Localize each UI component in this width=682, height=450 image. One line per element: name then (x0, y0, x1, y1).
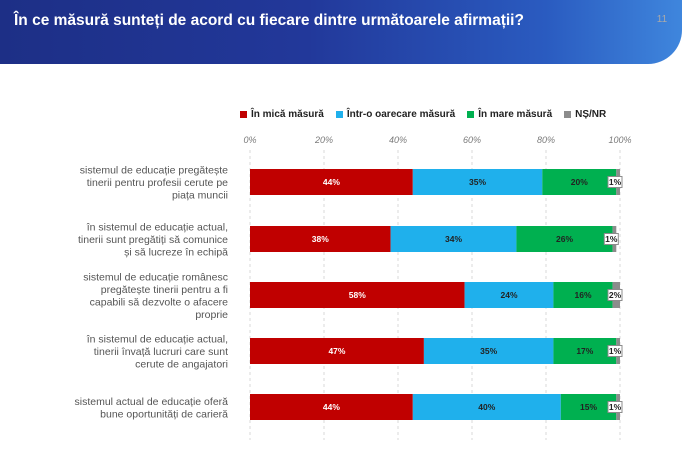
data-label: 1% (605, 234, 618, 244)
x-tick-label: 40% (389, 135, 407, 145)
data-label: 1% (609, 346, 622, 356)
legend-item: NȘ/NR (564, 109, 606, 120)
bar-segment (516, 226, 613, 252)
data-label: 17% (576, 346, 593, 356)
category-label: tinerii pentru profesii cerute pe (87, 177, 228, 189)
data-label-box (607, 289, 623, 301)
bar-segment (250, 282, 465, 308)
category-label: în sistemul de educație actual, (86, 334, 228, 346)
bar-segment (542, 169, 617, 195)
bar-segment (560, 394, 617, 420)
chart-legend: În mică măsură Într-o oarecare măsură În… (240, 107, 606, 121)
category-label: pregătește tinerii pentru a fi (101, 284, 228, 296)
legend-label: Într-o oarecare măsură (346, 108, 456, 120)
legend-swatch (467, 110, 475, 118)
legend-item: Într-o oarecare măsură (335, 108, 456, 120)
legend-label: NȘ/NR (575, 108, 607, 120)
bar-segment (412, 169, 543, 195)
category-label: proprie (195, 309, 228, 321)
category-label: sistemul de educație românesc (83, 271, 228, 283)
category-label: tinerii învață lucruri care sunt (94, 346, 228, 358)
bar-segment (423, 338, 554, 364)
data-label-box (607, 345, 623, 357)
data-label: 15% (580, 402, 597, 412)
data-label: 47% (328, 346, 345, 356)
bar-segment (250, 169, 413, 195)
bar-segment (464, 282, 554, 308)
legend-swatch (240, 110, 247, 118)
category-label: capabili să dezvolte o afacere (90, 296, 228, 308)
bar-segment (250, 338, 424, 364)
legend-swatch (564, 110, 572, 118)
data-label: 1% (609, 177, 622, 187)
category-label: sistemul actual de educație oferă (74, 396, 228, 408)
data-label-box (607, 176, 623, 188)
category-label: și să lucreze în echipă (124, 247, 228, 259)
legend-label: În mică măsură (251, 108, 324, 120)
data-label: 34% (445, 234, 462, 244)
data-label: 35% (480, 346, 497, 356)
legend-swatch (335, 110, 343, 118)
legend-item: În mică măsură (240, 109, 324, 120)
category-label: tinerii sunt pregătiți să comunice (78, 234, 228, 246)
bar-segment (250, 226, 391, 252)
data-label-box (603, 233, 619, 245)
legend-label: În mare măsură (478, 108, 553, 120)
bar-segment (553, 282, 613, 308)
data-label: 38% (312, 234, 329, 244)
header-banner: În ce măsură sunteți de acord cu fiecare… (0, 0, 682, 64)
category-label: piața muncii (172, 190, 228, 202)
category-label: sistemul de educație pregătește (80, 165, 228, 177)
x-tick-label: 0% (243, 135, 256, 145)
data-label: 16% (574, 290, 591, 300)
bar-segment (412, 394, 561, 420)
data-label: 26% (556, 234, 573, 244)
data-label: 44% (323, 177, 340, 187)
data-label: 20% (571, 177, 588, 187)
x-tick-label: 60% (463, 135, 481, 145)
data-label: 40% (478, 402, 495, 412)
data-label: 1% (609, 402, 622, 412)
page-number: 11 (656, 14, 668, 25)
data-label: 24% (500, 290, 517, 300)
bar-segment (553, 338, 617, 364)
data-label-box (607, 401, 623, 413)
data-label: 58% (349, 290, 366, 300)
x-tick-label: 20% (314, 135, 333, 145)
legend-item: În mare măsură (467, 109, 552, 120)
data-label: 35% (469, 177, 486, 187)
category-label: în sistemul de educație actual, (86, 222, 228, 234)
x-tick-label: 80% (537, 135, 555, 145)
category-label: bune oportunități de carieră (100, 408, 228, 420)
x-tick-label: 100% (608, 135, 631, 145)
data-label: 2% (609, 290, 622, 300)
page-title: În ce măsură sunteți de acord cu fiecare… (14, 12, 524, 29)
data-label: 44% (323, 402, 340, 412)
bar-segment (390, 226, 517, 252)
bar-segment (250, 394, 413, 420)
category-label: cerute de angajatori (135, 359, 228, 371)
